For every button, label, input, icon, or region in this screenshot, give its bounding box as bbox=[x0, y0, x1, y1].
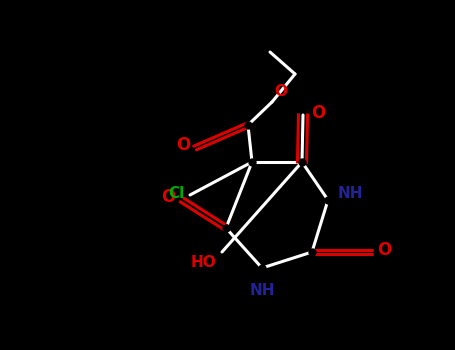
Text: O: O bbox=[274, 84, 287, 98]
Text: NH: NH bbox=[249, 283, 275, 298]
Text: O: O bbox=[311, 104, 325, 122]
Text: O: O bbox=[176, 136, 191, 154]
Text: HO: HO bbox=[191, 255, 217, 270]
Text: Cl: Cl bbox=[168, 186, 185, 201]
Text: O: O bbox=[161, 188, 175, 206]
Text: O: O bbox=[378, 241, 392, 259]
Text: NH: NH bbox=[338, 186, 364, 201]
